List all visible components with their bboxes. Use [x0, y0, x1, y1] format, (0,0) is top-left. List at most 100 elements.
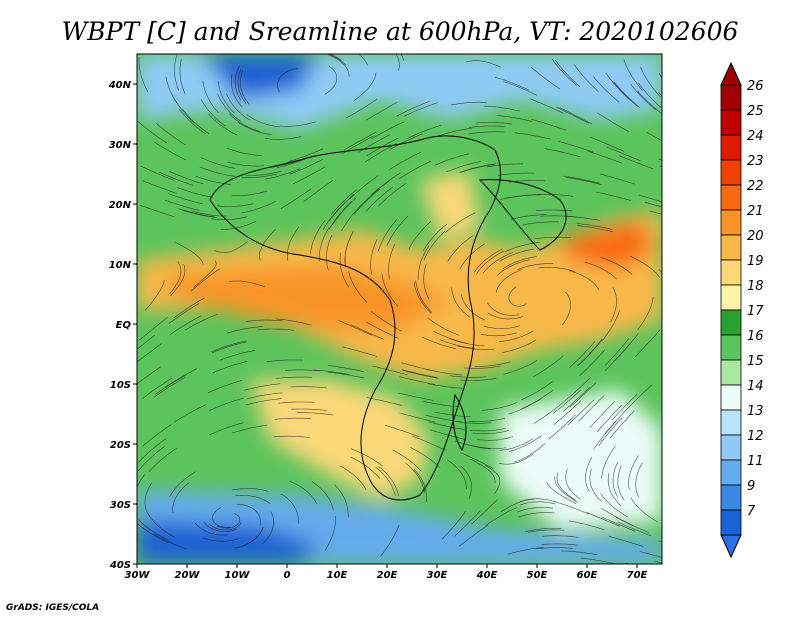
streamline	[525, 528, 562, 532]
streamline	[266, 359, 304, 363]
streamline	[595, 191, 632, 201]
streamline	[474, 248, 503, 273]
streamline	[556, 472, 577, 501]
colorbar-label: 19	[747, 254, 764, 269]
streamline	[303, 180, 334, 203]
streamline	[147, 512, 175, 538]
streamline	[319, 227, 330, 262]
streamline	[565, 468, 581, 500]
streamline	[231, 424, 268, 434]
streamline	[245, 170, 282, 176]
streamline	[503, 360, 538, 375]
colorbar-bottom-arrow	[720, 534, 742, 559]
streamline	[460, 465, 472, 499]
streamline	[487, 302, 520, 316]
streamline	[200, 157, 236, 169]
streamline	[585, 457, 593, 492]
map-frame	[136, 53, 663, 565]
streamline	[485, 465, 501, 495]
streamline	[226, 326, 263, 334]
streamline	[191, 268, 221, 292]
streamline	[338, 320, 373, 336]
streamline	[601, 507, 634, 526]
streamline	[339, 252, 350, 288]
streamline	[137, 474, 145, 488]
streamline	[413, 282, 432, 314]
streamline	[361, 180, 390, 205]
streamline	[348, 271, 368, 303]
streamline	[611, 393, 638, 421]
streamline	[589, 468, 602, 502]
colorbar-label: 11	[747, 454, 764, 469]
streamline	[469, 427, 506, 432]
streamline	[327, 365, 364, 372]
streamline	[483, 252, 514, 274]
colorbar-label: 16	[747, 329, 764, 344]
streamline	[617, 465, 625, 501]
lon-tick-label: 10E	[327, 570, 348, 581]
streamline	[628, 455, 639, 490]
lon-tick-label: 30W	[125, 570, 151, 581]
streamline	[265, 136, 302, 140]
streamline	[285, 369, 322, 372]
streamline	[639, 195, 662, 202]
streamline	[605, 72, 631, 101]
streamline	[579, 349, 606, 377]
streamline	[402, 370, 439, 379]
streamline	[399, 412, 435, 423]
streamline	[481, 402, 518, 411]
streamline	[217, 93, 241, 122]
streamline	[275, 318, 312, 326]
streamline	[564, 215, 601, 221]
lon-tick-label: 70E	[627, 570, 648, 581]
streamline	[178, 109, 206, 135]
streamline	[502, 339, 537, 353]
streamline	[365, 186, 394, 212]
streamline	[288, 148, 324, 162]
streamline	[423, 230, 446, 261]
colorbar-segment	[720, 159, 742, 186]
streamline	[139, 205, 175, 218]
streamline	[341, 202, 364, 232]
streamline	[154, 141, 187, 161]
streamline	[199, 166, 235, 177]
colorbar-segment	[720, 359, 742, 386]
streamline	[458, 524, 489, 547]
streamline	[451, 287, 471, 318]
streamline	[226, 147, 263, 156]
lat-axis: 40N 30N 20N 10N EQ 10S 20S 30S 40S	[108, 80, 137, 571]
streamline	[498, 453, 533, 465]
streamline	[534, 236, 571, 240]
streamlines	[137, 54, 662, 564]
streamline	[378, 219, 397, 252]
streamline	[322, 201, 347, 230]
streamline	[350, 448, 383, 467]
coastline-africa	[209, 135, 501, 501]
streamline	[332, 197, 357, 226]
streamline	[476, 436, 513, 441]
streamline	[415, 280, 433, 313]
streamline	[475, 122, 513, 125]
streamline	[563, 175, 600, 184]
streamline	[191, 210, 228, 217]
colorbar-label: 13	[747, 404, 764, 419]
streamline	[646, 131, 662, 142]
streamline	[508, 398, 542, 415]
colorbar-segment	[720, 134, 742, 161]
colorbar-label: 24	[747, 129, 764, 144]
streamline	[209, 422, 244, 436]
streamline	[313, 369, 350, 375]
streamline	[365, 143, 397, 163]
streamline	[392, 449, 422, 472]
colorbar-segment	[720, 334, 742, 361]
streamline	[169, 471, 196, 498]
streamline	[600, 173, 636, 185]
streamline	[330, 189, 358, 215]
streamline	[504, 194, 542, 199]
streamline	[178, 208, 215, 218]
streamline	[207, 113, 238, 136]
streamline	[164, 199, 200, 211]
streamline	[562, 377, 591, 403]
streamline	[554, 501, 589, 515]
streamline	[231, 73, 243, 108]
